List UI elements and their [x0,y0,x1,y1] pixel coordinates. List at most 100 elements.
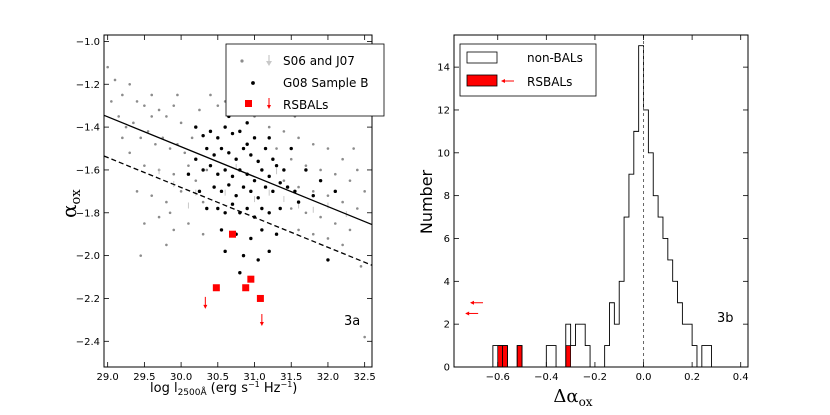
s06-point [106,65,109,69]
rsbal-point [228,230,236,238]
rsbal-point [212,284,220,292]
legend-marker-s06 [240,59,244,63]
g08-point [234,193,238,198]
x-label-end: ) [292,381,297,396]
g08-point [271,157,275,161]
g08-point [230,202,235,206]
g08-point [223,125,227,129]
s06-point [359,265,363,268]
s06-point [143,104,146,107]
s06-point [352,147,355,150]
y-tick-label: −2.0 [76,251,100,262]
y-axis-label-3a: αox [57,189,84,218]
g08-point [212,185,216,189]
s06-point [157,215,161,219]
panel-3a: 29.0 29.5 30.0 30.5 31.0 31.5 32.0 32.5 −1.0 −1.2… [57,34,385,398]
s06-point [297,228,300,232]
panel-label-3b: 3b [717,311,734,326]
rsbal-bar [517,345,523,367]
s06-point [165,243,168,247]
g08-point [208,129,213,134]
plot-frame-3b [453,34,749,368]
legend-3a: S06 and J07 G08 Sample B RSBALs [225,43,385,117]
x-label-sub: 2500Å [178,386,208,398]
s06-point [297,136,300,140]
g08-point [252,136,257,140]
s06-point [282,179,286,182]
g08-point [267,136,271,140]
g08-point [249,153,253,157]
g08-point [245,142,249,146]
g08-point [260,228,264,232]
y-tick-label: 0 [444,363,450,374]
g08-point [318,178,323,183]
regression-lines [103,114,373,266]
x-tick-label: 30.5 [207,372,229,383]
g08-point [245,206,249,211]
legend-label-rsbal: RSBALs [283,98,328,112]
g08-point [197,189,202,194]
g08-point [274,163,279,168]
g08-point [285,185,290,189]
g08-point [230,174,235,179]
y-tick-label: −2.2 [76,294,100,305]
x-label-sub: ox [579,395,593,409]
rsbal-lower-limit-head [465,311,470,316]
s06-point [304,211,308,215]
x-label-main: log l [150,381,178,396]
y-tick-label: −1.6 [76,165,100,176]
s06-point [363,190,366,193]
s06-point [128,82,131,86]
s06-point [146,130,150,133]
rsbal-upper-limit-head [203,304,208,309]
g08-point [194,157,198,161]
histogram-bars [465,35,713,368]
g08-point [219,228,224,232]
y-tick-label: −1.8 [76,208,100,219]
s06-point [190,136,194,140]
s06-point [121,136,124,140]
g08-point [241,146,246,151]
s06-point [289,157,293,161]
s06-point [183,151,187,155]
y-axis-label-3b: Number [417,169,436,234]
axis-ticks: 29.0 29.5 30.0 30.5 31.0 31.5 32.0 32.5 −1.0 −1.2… [76,35,376,383]
panel-label-3a: 3a [344,314,360,329]
legend-marker-g08 [251,81,255,85]
g08-point [205,206,209,211]
s06-point [341,157,344,161]
g08-point [194,125,198,129]
legend-label-nonbal: non-BALs [527,51,583,65]
x-label-exp2: −1 [281,380,293,389]
y-tick-label: 14 [437,63,450,74]
x-tick-label: 31.0 [243,372,265,383]
s06-point [333,172,337,176]
s06-point [117,115,120,118]
g08-point [212,153,216,157]
g08-point [201,133,205,138]
g08-point [223,168,227,172]
y-tick-label: 10 [437,148,450,159]
g08-point [223,211,227,215]
y-tick-label: 4 [444,277,450,288]
g08-point [238,271,242,275]
s06-point [168,211,172,215]
g08-point [282,168,286,172]
s06-point [341,243,344,247]
g08-point [267,174,271,179]
g08-point [271,189,275,194]
g08-point [186,172,191,176]
s06-point [194,179,198,182]
g08-point [227,183,231,187]
g08-point [219,189,224,194]
s06-point [201,232,205,236]
g08-point [223,249,227,254]
s06-point [139,136,143,140]
s06-point [289,207,293,210]
g08-point [249,236,253,241]
s06-point [311,190,315,193]
legend-arrowhead-s06 [266,61,272,66]
legend-label-g08: G08 Sample B [283,76,368,90]
g08-point [263,185,268,189]
